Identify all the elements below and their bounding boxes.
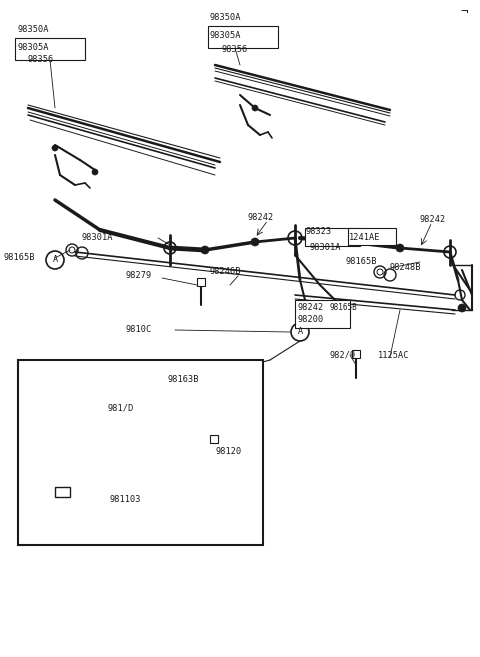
Bar (352, 350, 360, 358)
Text: 98356: 98356 (28, 55, 54, 64)
Text: 98165B: 98165B (345, 258, 376, 267)
Text: 98248B: 98248B (390, 263, 421, 273)
Text: 1241AE: 1241AE (349, 233, 381, 242)
Bar (208, 26, 278, 48)
Text: 9810C: 9810C (125, 325, 151, 334)
Text: 98279: 98279 (125, 271, 151, 279)
Bar (15, 38, 85, 60)
Text: 98323: 98323 (305, 227, 331, 237)
Text: 98120: 98120 (215, 447, 241, 457)
Text: 98350A: 98350A (210, 14, 241, 22)
Text: 98246B: 98246B (210, 267, 241, 277)
Circle shape (458, 304, 466, 312)
Text: 98356: 98356 (222, 45, 248, 53)
Bar (305, 228, 360, 246)
Bar (55, 487, 70, 497)
Text: 98242: 98242 (420, 215, 446, 225)
Text: 98350A: 98350A (18, 26, 49, 35)
Text: 98200: 98200 (298, 315, 324, 325)
Text: 98301A: 98301A (82, 233, 113, 242)
Text: 98242: 98242 (298, 304, 324, 313)
Circle shape (201, 246, 209, 254)
Text: A: A (298, 327, 302, 336)
Text: 982/9: 982/9 (330, 350, 356, 359)
Bar (295, 300, 350, 328)
Circle shape (52, 145, 58, 151)
Bar (18, 360, 263, 545)
Text: 98301A: 98301A (310, 244, 341, 252)
Text: 98242: 98242 (248, 214, 274, 223)
Bar (197, 278, 205, 286)
Ellipse shape (65, 422, 155, 488)
Text: 1125AC: 1125AC (378, 350, 409, 359)
Text: 981/D: 981/D (108, 403, 134, 413)
Text: A: A (52, 256, 58, 265)
Text: 98165B: 98165B (3, 254, 35, 263)
Text: 98305A: 98305A (18, 43, 49, 51)
Circle shape (252, 105, 258, 111)
Text: ¬: ¬ (460, 5, 468, 18)
Text: 98305A: 98305A (210, 32, 241, 41)
Text: 98165B: 98165B (330, 304, 358, 313)
Circle shape (346, 238, 354, 246)
Bar (348, 228, 396, 245)
Circle shape (396, 244, 404, 252)
Circle shape (251, 238, 259, 246)
Text: 981103: 981103 (110, 495, 142, 505)
Text: 98163B: 98163B (168, 376, 200, 384)
Bar (210, 435, 218, 443)
Circle shape (92, 169, 98, 175)
